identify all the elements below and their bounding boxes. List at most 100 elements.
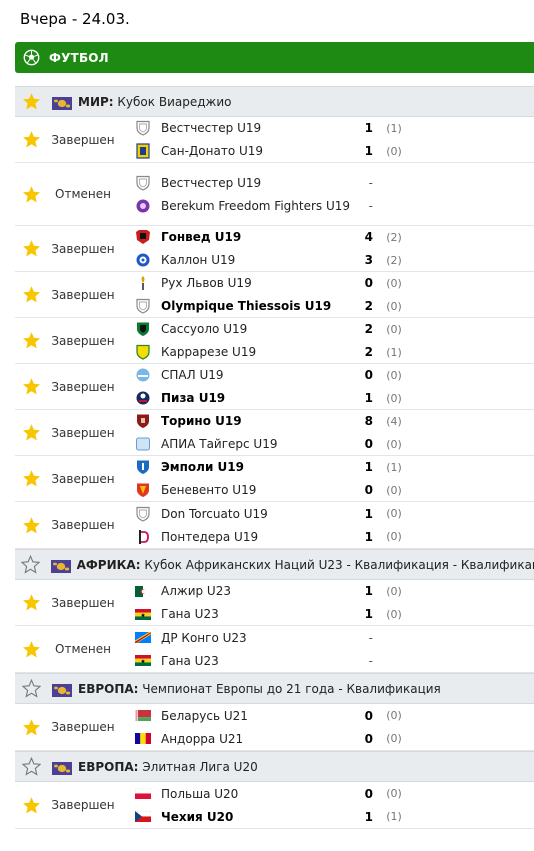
- team-name: Гана U23: [161, 653, 219, 668]
- team-row: Польша U20 0 (0): [119, 782, 534, 805]
- world-flag-icon: [52, 760, 72, 775]
- match-row[interactable]: Завершен Рух Львов U19 0 (0) Olympique Thies…: [15, 272, 534, 318]
- star-filled-icon[interactable]: [15, 272, 47, 317]
- team-score: -: [368, 630, 373, 645]
- team-logo-icon: [135, 120, 151, 136]
- team-name: Don Torcuato U19: [161, 506, 268, 521]
- match-status: Завершен: [51, 379, 115, 394]
- team-name: ДР Конго U23: [161, 630, 247, 645]
- halftime-score: (2): [386, 230, 402, 244]
- team-name: Пиза U19: [161, 391, 226, 405]
- star-filled-icon[interactable]: [15, 502, 47, 548]
- star-filled-icon[interactable]: [15, 92, 47, 111]
- teams: Польша U20 0 (0) Чехия U20 1 (1): [119, 782, 534, 828]
- teams: Вестчестер U19 1 (1) Сан-Донато U19 1 (0): [119, 117, 534, 162]
- star-filled-icon[interactable]: [15, 704, 47, 750]
- team-row: Пиза U19 1 (0): [119, 387, 534, 410]
- league-header[interactable]: ЕВРОПА: Элитная Лига U20: [15, 751, 534, 782]
- star-outline-icon[interactable]: [15, 555, 46, 574]
- match-row[interactable]: Отменен ДР Конго U23 - Гана U23 -: [15, 626, 534, 673]
- star-filled-icon[interactable]: [15, 410, 47, 455]
- team-row: Чехия U20 1 (1): [119, 805, 534, 828]
- halftime-score: (1): [386, 121, 402, 135]
- team-name: Сан-Донато U19: [161, 144, 264, 158]
- team-logo-icon: [135, 506, 151, 522]
- team-row: Андорра U21 0 (0): [119, 727, 534, 750]
- league-title: Чемпионат Европы до 21 года - Квалификац…: [142, 681, 441, 696]
- league-name[interactable]: ЕВРОПА: Чемпионат Европы до 21 года - Кв…: [78, 682, 441, 696]
- match-row[interactable]: Завершен Don Torcuato U19 1 (0) Понтедера U1…: [15, 502, 534, 549]
- team-name: Гана U23: [161, 607, 219, 621]
- match-row[interactable]: Завершен Польша U20 0 (0) Чехия U20 1 (1): [15, 782, 534, 829]
- league-title: Элитная Лига U20: [142, 759, 258, 774]
- league-name[interactable]: ЕВРОПА: Элитная Лига U20: [78, 760, 258, 774]
- team-logo-icon: [135, 708, 151, 724]
- league-header[interactable]: ЕВРОПА: Чемпионат Европы до 21 года - Кв…: [15, 673, 534, 704]
- team-row: Вестчестер U19 -: [119, 171, 534, 194]
- match-row[interactable]: Завершен Сассуоло U19 2 (0) Каррарезе U19 2 (1…: [15, 318, 534, 364]
- star-filled-icon[interactable]: [15, 782, 47, 828]
- team-logo-icon: [135, 229, 151, 245]
- team-score: 3: [364, 253, 373, 267]
- team-row: Беневенто U19 0 (0): [119, 479, 534, 502]
- team-row: Понтедера U19 1 (0): [119, 525, 534, 548]
- team-name: АПИА Тайгерс U19: [161, 437, 278, 451]
- halftime-score: (1): [386, 345, 402, 359]
- match-row[interactable]: Отменен Вестчестер U19- Berekum Freedom Fi…: [15, 163, 534, 226]
- match-row[interactable]: Завершен Беларусь U21 0 (0) Андорра U21 0 (0): [15, 704, 534, 751]
- team-row: Эмполи U19 1 (1): [119, 456, 534, 479]
- match-row[interactable]: Завершен Вестчестер U19 1 (1) Сан-Донато U19…: [15, 117, 534, 163]
- team-row: Вестчестер U19 1 (1): [119, 117, 534, 140]
- team-score: -: [368, 175, 373, 190]
- match-row[interactable]: Завершен Эмполи U19 1 (1) Беневенто U19 0 (0): [15, 456, 534, 502]
- teams: Рух Львов U19 0 (0) Olympique Thiessois U19…: [119, 272, 534, 317]
- team-name: Беневенто U19: [161, 483, 257, 497]
- match-status: Завершен: [51, 333, 115, 348]
- match-row[interactable]: Завершен СПАЛ U19 0 (0) Пиза U19 1 (0): [15, 364, 534, 410]
- league-header[interactable]: МИР: Кубок Виареджио: [15, 86, 534, 117]
- match-status: Завершен: [51, 425, 115, 440]
- team-name: Вестчестер U19: [161, 121, 262, 135]
- team-logo-icon: [135, 459, 151, 475]
- world-flag-icon: [50, 558, 71, 573]
- star-filled-icon[interactable]: [15, 318, 47, 363]
- team-logo-icon: [135, 731, 151, 747]
- teams: Алжир U23 1 (0) Гана U23 1 (0): [119, 580, 534, 625]
- match-row[interactable]: Завершен Торино U19 8 (4) АПИА Тайгерс U19 0 (…: [15, 410, 534, 456]
- team-score: 1: [364, 391, 373, 405]
- star-outline-icon[interactable]: [15, 679, 47, 698]
- halftime-score: (0): [386, 732, 402, 745]
- team-name: Торино U19: [161, 414, 242, 428]
- team-score: 1: [364, 809, 373, 824]
- match-row[interactable]: Завершен Гонвед U19 4 (2) Каллон U19 3 (2): [15, 226, 534, 272]
- team-row: ДР Конго U23 -: [119, 626, 534, 649]
- soccer-ball-icon: [22, 48, 41, 67]
- team-score: 0: [364, 708, 373, 723]
- team-logo-icon: [135, 143, 151, 159]
- league-header[interactable]: АФРИКА: Кубок Африканских Наций U23 - Кв…: [15, 549, 534, 580]
- star-filled-icon[interactable]: [15, 117, 47, 162]
- match-row[interactable]: Завершен Алжир U23 1 (0) Гана U23 1 (0): [15, 580, 534, 626]
- league-country: АФРИКА:: [76, 557, 141, 572]
- match-status: Завершен: [51, 287, 115, 302]
- sport-header-football[interactable]: ФУТБОЛ: [15, 42, 534, 73]
- league-name[interactable]: МИР: Кубок Виареджио: [78, 95, 231, 109]
- star-filled-icon[interactable]: [15, 163, 47, 225]
- star-filled-icon[interactable]: [15, 580, 47, 625]
- star-filled-icon[interactable]: [15, 626, 47, 672]
- team-score: 0: [364, 786, 373, 801]
- team-logo-icon: [135, 413, 151, 429]
- star-filled-icon[interactable]: [15, 364, 47, 409]
- star-filled-icon[interactable]: [15, 456, 47, 501]
- team-logo-icon: [135, 390, 151, 406]
- team-score: 1: [364, 529, 373, 544]
- star-filled-icon[interactable]: [15, 226, 47, 271]
- league-country: ЕВРОПА:: [78, 681, 139, 696]
- league-name[interactable]: АФРИКА: Кубок Африканских Наций U23 - Кв…: [77, 558, 534, 572]
- sport-label: ФУТБОЛ: [49, 50, 109, 65]
- star-outline-icon[interactable]: [15, 757, 47, 776]
- team-row: Рух Львов U19 0 (0): [119, 272, 534, 295]
- world-flag-icon: [52, 682, 72, 697]
- date-header: Вчера - 24.03.: [20, 10, 130, 28]
- team-name: Olympique Thiessois U19: [161, 299, 332, 313]
